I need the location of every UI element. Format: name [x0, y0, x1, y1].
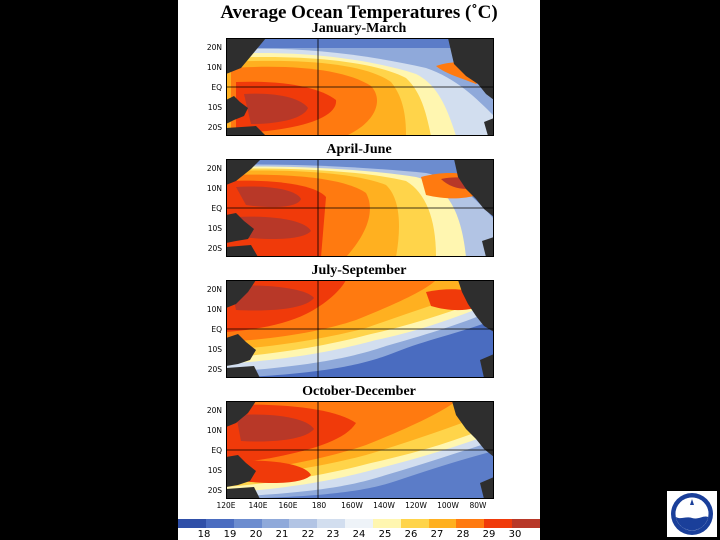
season-title-jul-sep: July-September — [311, 263, 407, 278]
lon-label: 80W — [469, 501, 487, 510]
season-title-apr-jun: April-June — [326, 142, 392, 157]
colorbar-label: 29 — [482, 529, 496, 540]
colorbar-label: 18 — [197, 529, 211, 540]
lat-label: 10S — [207, 466, 222, 475]
colorbar-label: 24 — [352, 529, 366, 540]
colorbar-segment — [456, 519, 485, 528]
noaa-logo-icon — [667, 491, 717, 537]
lat-label: 10N — [206, 63, 222, 72]
lat-label: 10N — [206, 184, 222, 193]
lon-label: 140W — [373, 501, 395, 510]
colorbar-label: 26 — [404, 529, 418, 540]
sst-map-oct-dec — [226, 401, 494, 499]
colorbar-segment — [233, 519, 262, 528]
lat-label: 20N — [206, 164, 222, 173]
colorbar-segment — [400, 519, 429, 528]
lon-label: 180 — [311, 501, 327, 510]
lat-label: 20S — [207, 365, 222, 374]
lon-label: 100W — [437, 501, 459, 510]
colorbar-segment — [372, 519, 401, 528]
temperature-colorbar — [178, 519, 540, 528]
colorbar-segment — [428, 519, 457, 528]
lat-label: 20S — [207, 244, 222, 253]
colorbar-segment — [484, 519, 513, 528]
lat-label: EQ — [211, 446, 222, 455]
colorbar-label: 23 — [326, 529, 340, 540]
lon-label: 140E — [248, 501, 268, 510]
colorbar-label: 27 — [430, 529, 444, 540]
colorbar-segment — [317, 519, 346, 528]
season-title-jan-mar: January-March — [311, 21, 407, 36]
lat-label: 10S — [207, 103, 222, 112]
colorbar-segment — [205, 519, 234, 528]
lat-label: 10S — [207, 345, 222, 354]
lat-label: 20N — [206, 406, 222, 415]
colorbar-label: 28 — [456, 529, 470, 540]
lon-label: 160E — [278, 501, 298, 510]
colorbar-segment — [345, 519, 373, 528]
lat-label: EQ — [211, 83, 222, 92]
colorbar-label: 19 — [223, 529, 237, 540]
colorbar-segment — [289, 519, 318, 528]
lat-label: 20N — [206, 285, 222, 294]
colorbar-segment — [178, 519, 206, 528]
season-title-oct-dec: October-December — [302, 384, 416, 399]
lat-label: 20N — [206, 43, 222, 52]
lat-label: EQ — [211, 325, 222, 334]
colorbar-segment — [261, 519, 290, 528]
figure-panel: Average Ocean Temperatures (˚C) January-… — [178, 0, 540, 540]
colorbar-label: 25 — [378, 529, 392, 540]
lat-label: 10N — [206, 305, 222, 314]
colorbar-segment — [512, 519, 540, 528]
sst-map-jul-sep — [226, 280, 494, 378]
colorbar-label: 30 — [508, 529, 522, 540]
colorbar-label: 20 — [249, 529, 263, 540]
sst-map-jan-mar — [226, 38, 494, 136]
lat-label: 10N — [206, 426, 222, 435]
lon-label: 120W — [405, 501, 427, 510]
lat-label: 10S — [207, 224, 222, 233]
colorbar-label: 21 — [275, 529, 289, 540]
sst-map-apr-jun — [226, 159, 494, 257]
lat-label: 20S — [207, 123, 222, 132]
lon-label: 120E — [216, 501, 236, 510]
figure-title: Average Ocean Temperatures (˚C) — [220, 2, 498, 23]
lon-label: 160W — [341, 501, 363, 510]
lat-label: 20S — [207, 486, 222, 495]
lat-label: EQ — [211, 204, 222, 213]
colorbar-label: 22 — [301, 529, 315, 540]
